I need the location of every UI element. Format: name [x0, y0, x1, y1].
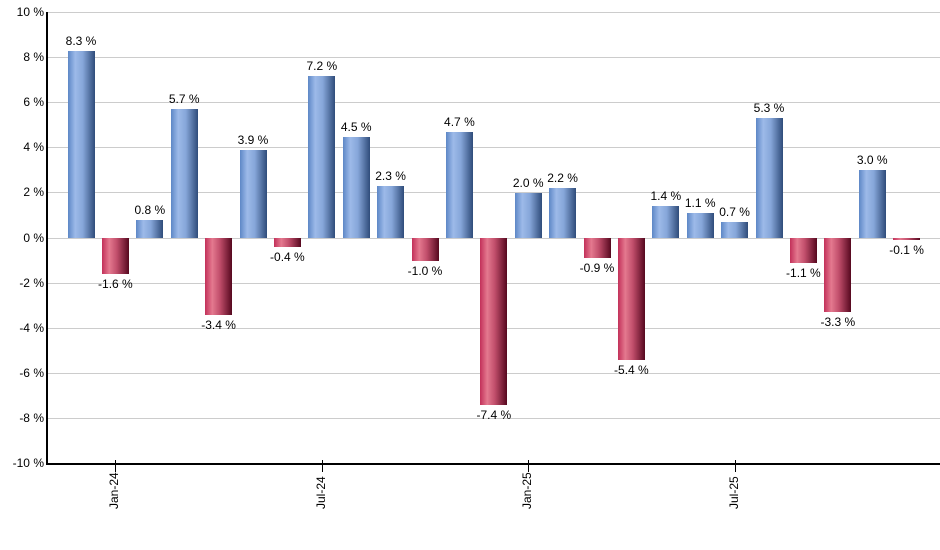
bar-value-label: 0.7 % [719, 204, 750, 219]
bar-value-label: 0.8 % [134, 202, 166, 217]
bar-value-label: -7.4 % [476, 407, 512, 422]
y-axis-tick-label: -2 % [19, 276, 44, 290]
bar-positive [445, 131, 473, 238]
bar-positive [67, 50, 95, 238]
bar-negative [101, 237, 129, 274]
bar-value-label: 5.3 % [753, 100, 785, 115]
bar-value-label: 3.9 % [237, 132, 269, 147]
bar-positive [308, 75, 336, 238]
bar-negative [617, 237, 645, 360]
bar-positive [755, 117, 783, 238]
gridline [48, 57, 940, 58]
bar-value-label: 2.2 % [547, 170, 578, 185]
bar-positive [858, 169, 886, 238]
x-axis-tick-label: Jul-25 [726, 476, 741, 509]
bar-negative [411, 237, 439, 261]
x-axis-tick-label: Jan-25 [520, 472, 535, 509]
bar-negative [824, 237, 852, 312]
bar-value-label: -0.4 % [270, 249, 305, 264]
x-axis-tick [321, 460, 323, 472]
y-axis-tick-label: 6 % [23, 95, 44, 109]
bar-positive [652, 205, 680, 238]
y-axis-tick-label: -10 % [12, 456, 44, 470]
bar-value-label: 1.4 % [650, 188, 682, 203]
bar-value-label: 7.2 % [306, 58, 338, 73]
bar-negative [205, 237, 233, 315]
bar-positive [549, 187, 577, 238]
bar-value-label: -3.3 % [820, 314, 856, 329]
gridline [48, 12, 940, 13]
x-axis-tick [528, 460, 530, 472]
bar-value-label: -0.1 % [889, 242, 924, 257]
bar-value-label: -1.0 % [407, 263, 443, 278]
bar-negative [789, 237, 817, 263]
bar-positive [136, 219, 164, 238]
bar-positive [686, 212, 714, 238]
gridline [48, 147, 940, 148]
gridline [48, 102, 940, 103]
y-axis-line [46, 12, 48, 465]
bar-positive [377, 185, 405, 238]
bar-positive [514, 192, 542, 238]
bar-negative [893, 237, 921, 240]
bar-positive [342, 136, 370, 238]
bar-value-label: 3.0 % [856, 152, 888, 167]
bar-negative [273, 237, 301, 247]
bar-value-label: 2.0 % [512, 175, 544, 190]
y-axis-tick-label: 2 % [23, 185, 44, 199]
x-axis-line [46, 463, 940, 465]
y-axis-tick-label: -8 % [19, 411, 44, 425]
bar-value-label: 4.5 % [340, 119, 372, 134]
bar-value-label: 4.7 % [444, 114, 475, 129]
bar-value-label: -0.9 % [579, 260, 615, 275]
y-axis-tick-label: 10 % [16, 5, 44, 19]
bar-value-label: -5.4 % [614, 362, 649, 377]
y-axis-tick-label: -4 % [19, 321, 44, 335]
gridline [48, 192, 940, 193]
bar-positive [170, 108, 198, 238]
x-axis-tick-label: Jan-24 [107, 472, 122, 509]
bar-value-label: 8.3 % [65, 33, 97, 48]
bar-value-label: -1.1 % [786, 265, 821, 280]
y-axis-tick-label: -6 % [19, 366, 44, 380]
bar-value-label: 5.7 % [168, 91, 200, 106]
x-axis-tick [115, 460, 117, 472]
bar-negative [583, 237, 611, 258]
bar-value-label: -3.4 % [201, 317, 236, 332]
x-axis-tick [734, 460, 736, 472]
bar-value-label: -1.6 % [98, 276, 133, 291]
bar-positive [239, 149, 267, 238]
y-axis-tick-label: 4 % [23, 140, 44, 154]
bar-value-label: 1.1 % [684, 195, 716, 210]
y-axis-tick-label: 8 % [23, 50, 44, 64]
bar-value-label: 2.3 % [375, 168, 406, 183]
bar-positive [721, 221, 749, 238]
x-axis-tick-label: Jul-24 [313, 476, 328, 509]
bar-negative [480, 237, 508, 405]
y-axis-tick-label: 0 % [23, 231, 44, 245]
gridline [48, 418, 940, 419]
